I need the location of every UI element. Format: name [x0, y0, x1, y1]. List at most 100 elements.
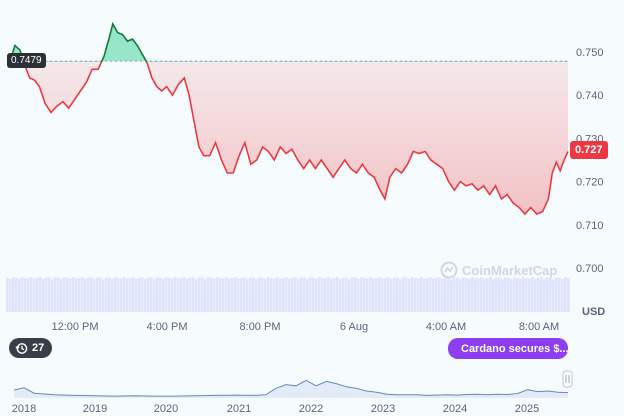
- volume-bar: [306, 279, 309, 312]
- volume-bar: [396, 277, 399, 312]
- price-area-above: [10, 23, 568, 62]
- price-line-below: [22, 62, 569, 216]
- volume-bar: [357, 279, 360, 312]
- volume-bar: [36, 277, 39, 312]
- volume-bar: [456, 277, 459, 312]
- history-x-axis: 2018 2019 2020 2021 2022 2023 2024 2025: [12, 403, 539, 415]
- volume-bar: [321, 278, 324, 312]
- volume-bar: [402, 277, 405, 312]
- history-icon: [15, 342, 28, 354]
- volume-bar: [459, 279, 462, 312]
- volume-bar: [309, 277, 312, 312]
- volume-bar: [42, 279, 45, 312]
- history-navigator[interactable]: [13, 379, 569, 398]
- x-tick-label: 4:00 PM: [147, 321, 188, 333]
- volume-bar: [171, 278, 174, 312]
- history-tick-label: 2024: [443, 403, 467, 415]
- volume-bar: [348, 279, 351, 312]
- volume-bar: [501, 279, 504, 312]
- navigator-handle[interactable]: [562, 370, 573, 388]
- volume-bar: [288, 278, 291, 312]
- volume-bar: [69, 278, 72, 312]
- volume-bar: [108, 277, 111, 312]
- volume-bar: [216, 277, 219, 312]
- volume-bar: [6, 277, 9, 312]
- history-tick-label: 2025: [515, 403, 539, 415]
- history-tick-label: 2022: [299, 403, 323, 415]
- watermark-text: CoinMarketCap: [462, 262, 558, 278]
- x-axis: 12:00 PM 4:00 PM 8:00 PM 6 Aug 4:00 AM 8:00 A…: [51, 321, 559, 333]
- current-price-badge: 0.727: [570, 141, 608, 160]
- volume-bar: [312, 277, 315, 312]
- volume-bar: [240, 277, 243, 312]
- volume-bar: [192, 277, 195, 312]
- volume-bar: [159, 277, 162, 312]
- volume-bar: [207, 277, 210, 312]
- volume-bar: [21, 277, 24, 312]
- volume-bar: [390, 278, 393, 312]
- volume-bar: [273, 278, 276, 312]
- volume-bar: [324, 278, 327, 312]
- volume-bar: [558, 277, 561, 312]
- y-tick-label: 0.720: [576, 177, 604, 189]
- volume-bar: [18, 278, 21, 312]
- volume-bar: [297, 279, 300, 312]
- volume-bar: [9, 279, 12, 312]
- coinmarketcap-watermark: CoinMarketCap: [440, 261, 557, 279]
- volume-bar: [45, 277, 48, 312]
- volume-bar: [48, 277, 51, 312]
- volume-bar: [399, 279, 402, 312]
- volume-bar: [552, 279, 555, 312]
- price-line-above: [9, 21, 148, 62]
- volume-bar: [519, 278, 522, 312]
- volume-bar: [234, 277, 237, 312]
- volume-bar: [465, 277, 468, 312]
- volume-bar: [423, 278, 426, 312]
- volume-bar: [195, 279, 198, 312]
- volume-bar: [165, 277, 168, 312]
- volume-bar: [204, 279, 207, 312]
- volume-bar: [351, 277, 354, 312]
- volume-bar: [468, 278, 471, 312]
- volume-bar: [447, 277, 450, 312]
- volume-bar: [534, 278, 537, 312]
- volume-bar: [93, 279, 96, 312]
- volume-bar: [495, 277, 498, 312]
- price-area-below: [23, 62, 568, 214]
- volume-bar: [339, 278, 342, 312]
- volume-bar: [342, 277, 345, 312]
- volume-bar: [444, 277, 447, 312]
- volume-bar: [420, 277, 423, 312]
- volume-bar: [90, 277, 93, 312]
- volume-bar: [246, 279, 249, 312]
- events-button[interactable]: 27: [9, 338, 53, 358]
- volume-bar: [99, 277, 102, 312]
- volume-bar: [267, 277, 270, 312]
- volume-bar: [270, 278, 273, 312]
- volume-bar: [483, 278, 486, 312]
- volume-bar: [435, 277, 438, 312]
- volume-bar: [504, 277, 507, 312]
- volume-bar: [462, 277, 465, 312]
- volume-bar: [405, 277, 408, 312]
- volume-bar: [231, 278, 234, 312]
- volume-bar: [201, 277, 204, 312]
- volume-bar: [60, 278, 63, 312]
- volume-bar: [132, 277, 135, 312]
- volume-bar: [477, 278, 480, 312]
- volume-bar: [237, 278, 240, 312]
- volume-bar: [393, 277, 396, 312]
- volume-bar: [57, 277, 60, 312]
- news-button[interactable]: Cardano secures $...: [448, 338, 568, 359]
- volume-bar: [255, 279, 258, 312]
- volume-bar: [330, 278, 333, 312]
- volume-bar: [66, 277, 69, 312]
- volume-bar: [24, 278, 27, 312]
- volume-bar: [546, 277, 549, 312]
- volume-bar: [279, 278, 282, 312]
- volume-bar: [360, 277, 363, 312]
- volume-bar: [453, 277, 456, 312]
- volume-bar: [315, 278, 318, 312]
- volume-bar: [126, 278, 129, 312]
